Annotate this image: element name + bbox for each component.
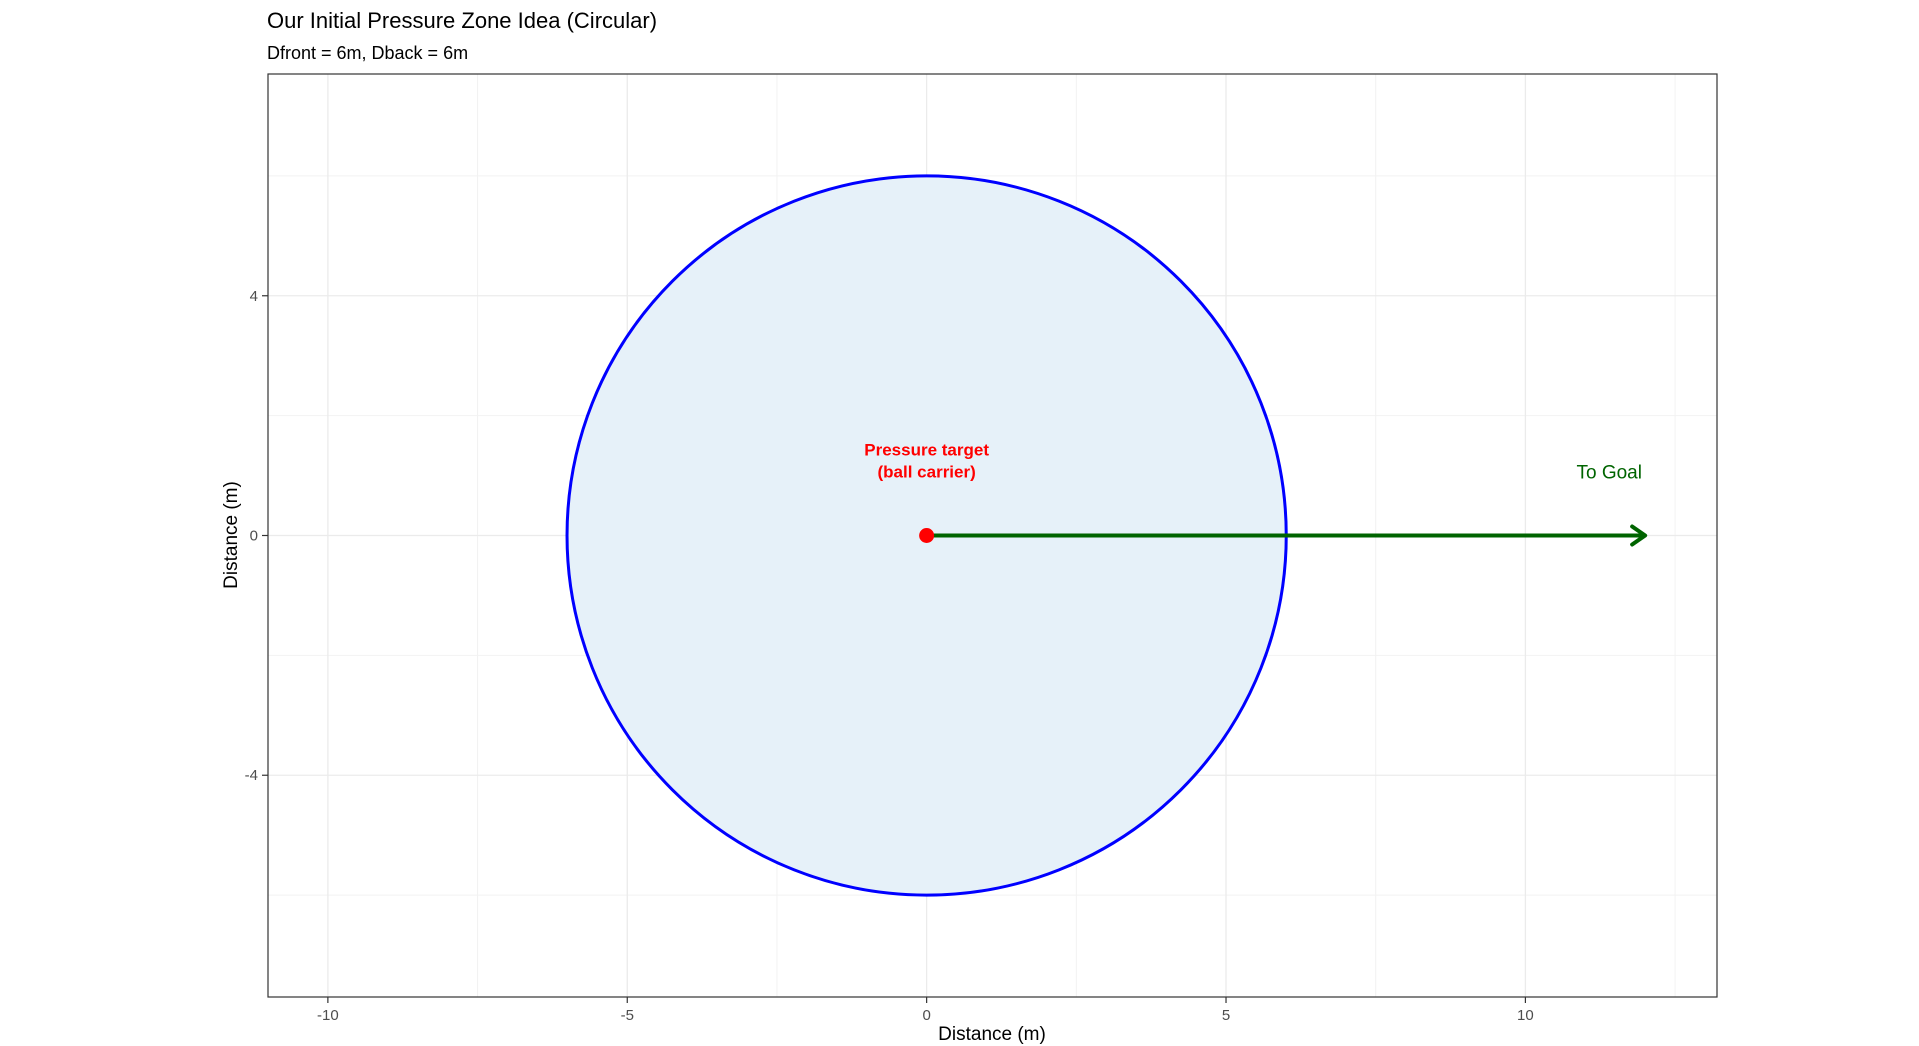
x-tick-label: 0	[922, 1007, 930, 1024]
y-axis-ticks: -4 0 4	[245, 288, 268, 784]
chart-subtitle: Dfront = 6m, Dback = 6m	[267, 43, 468, 63]
x-tick-label: 10	[1517, 1007, 1534, 1024]
x-tick-label: -10	[317, 1007, 339, 1024]
to-goal-label: To Goal	[1576, 463, 1641, 484]
annotation-line: To Goal	[1576, 463, 1641, 484]
chart-title: Our Initial Pressure Zone Idea (Circular…	[267, 8, 657, 33]
ball-carrier-point	[919, 528, 935, 543]
data-points	[919, 528, 935, 543]
x-axis-title: Distance (m)	[938, 1024, 1046, 1045]
goal-direction-arrow	[926, 524, 1648, 547]
pressure-target-label: Pressure target (ball carrier)	[864, 441, 989, 482]
x-tick-label: -5	[621, 1007, 634, 1024]
annotation-line: Pressure target	[864, 441, 989, 460]
y-tick-label: -4	[245, 767, 258, 784]
y-tick-label: 4	[250, 288, 258, 305]
annotations: Pressure target (ball carrier) To Goal	[864, 441, 1642, 484]
y-tick-label: 0	[250, 528, 258, 545]
y-axis-title: Distance (m)	[221, 481, 242, 589]
x-tick-label: 5	[1222, 1007, 1230, 1024]
x-axis-ticks: -10 -5 0 5 10	[317, 997, 1534, 1024]
annotation-line: (ball carrier)	[878, 463, 976, 482]
arrow-head	[1630, 524, 1648, 547]
